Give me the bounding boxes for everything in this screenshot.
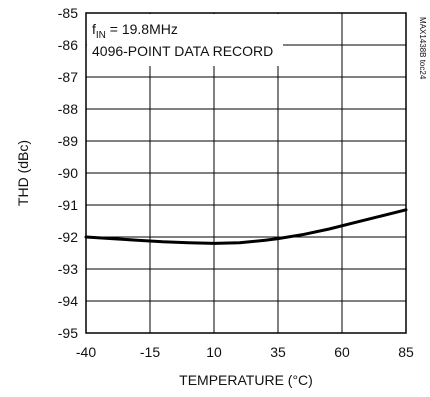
x-tick-label: 60 bbox=[334, 344, 350, 360]
series-line bbox=[84, 208, 408, 245]
annotation-data-record: 4096-POINT DATA RECORD bbox=[92, 43, 273, 59]
x-tick-label: 85 bbox=[398, 344, 414, 360]
y-tick-label: -93 bbox=[58, 261, 78, 277]
x-tick-label: -40 bbox=[76, 344, 96, 360]
x-tick-label: -15 bbox=[140, 344, 160, 360]
annotation-background bbox=[87, 14, 283, 66]
y-tick-label: -87 bbox=[58, 69, 78, 85]
x-tick-labels: -40 -15 10 35 60 85 bbox=[76, 344, 414, 360]
y-tick-label: -91 bbox=[58, 197, 78, 213]
y-tick-label: -89 bbox=[58, 133, 78, 149]
annotation-fin-value: = 19.8MHz bbox=[106, 21, 178, 37]
x-axis-label: TEMPERATURE (°C) bbox=[179, 372, 313, 388]
annotation-fin-subscript: IN bbox=[96, 30, 106, 41]
annotation-fin-prefix: f bbox=[92, 21, 96, 37]
y-tick-label: -92 bbox=[58, 229, 78, 245]
y-tick-label: -95 bbox=[58, 325, 78, 341]
y-axis-label: THD (dBc) bbox=[15, 140, 31, 206]
y-tick-label: -86 bbox=[58, 37, 78, 53]
x-tick-label: 35 bbox=[270, 344, 286, 360]
annotation-input-frequency: fIN = 19.8MHz bbox=[92, 21, 178, 41]
y-tick-label: -90 bbox=[58, 165, 78, 181]
y-tick-label: -94 bbox=[58, 293, 78, 309]
figure-code: MAX1438B toc24 bbox=[418, 17, 427, 80]
y-tick-label: -88 bbox=[58, 101, 78, 117]
y-tick-labels: -85 -86 -87 -88 -89 -90 -91 -92 -93 -94 -95 bbox=[58, 5, 78, 341]
plot-frame bbox=[85, 12, 407, 334]
x-tick-label: 10 bbox=[206, 344, 222, 360]
y-tick-label: -85 bbox=[58, 5, 78, 21]
